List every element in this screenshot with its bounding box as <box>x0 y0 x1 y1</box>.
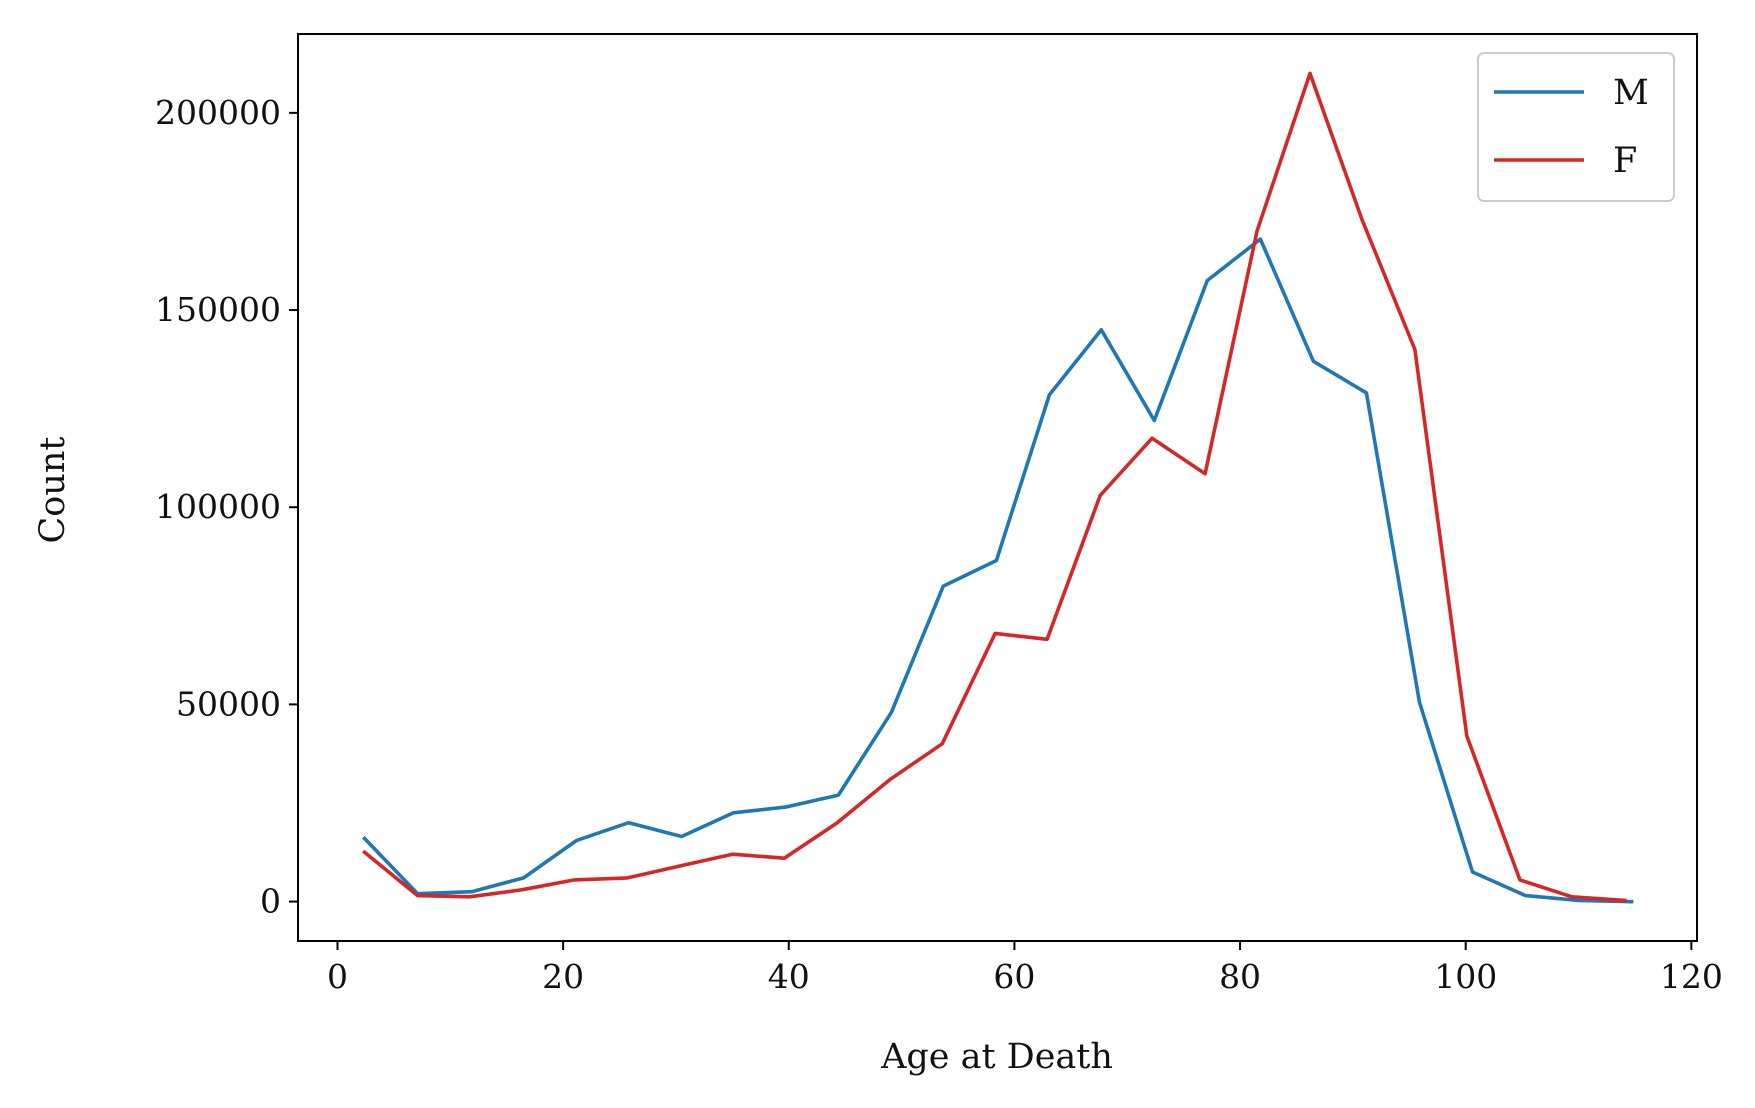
x-tick-label: 0 <box>327 957 348 996</box>
plot-frame <box>297 33 1698 942</box>
legend: MF <box>1477 52 1675 202</box>
x-tick-label: 100 <box>1434 957 1497 996</box>
series-line-m <box>362 237 1634 904</box>
x-tick-label: 40 <box>768 957 810 996</box>
series-layer <box>362 71 1634 904</box>
legend-label-m: M <box>1613 73 1649 113</box>
y-tick-label: 200000 <box>155 93 281 132</box>
y-tick-label: 150000 <box>155 290 281 329</box>
legend-label-f: F <box>1613 141 1637 181</box>
x-axis-title: Age at Death <box>880 1037 1113 1077</box>
series-line-f <box>362 71 1627 903</box>
y-tick-label: 50000 <box>176 684 281 723</box>
y-tick-label: 0 <box>260 882 281 921</box>
x-tick-label: 20 <box>542 957 584 996</box>
axes-layer: 0 20 40 60 80 100 120 0 50000 100000 150000 200000 <box>155 33 1723 996</box>
y-axis-title: Count <box>33 437 73 544</box>
x-tick-label: 80 <box>1219 957 1261 996</box>
x-tick-label: 120 <box>1660 957 1723 996</box>
y-tick-label: 100000 <box>155 487 281 526</box>
legend-box <box>1477 52 1675 202</box>
x-tick-label: 60 <box>993 957 1035 996</box>
